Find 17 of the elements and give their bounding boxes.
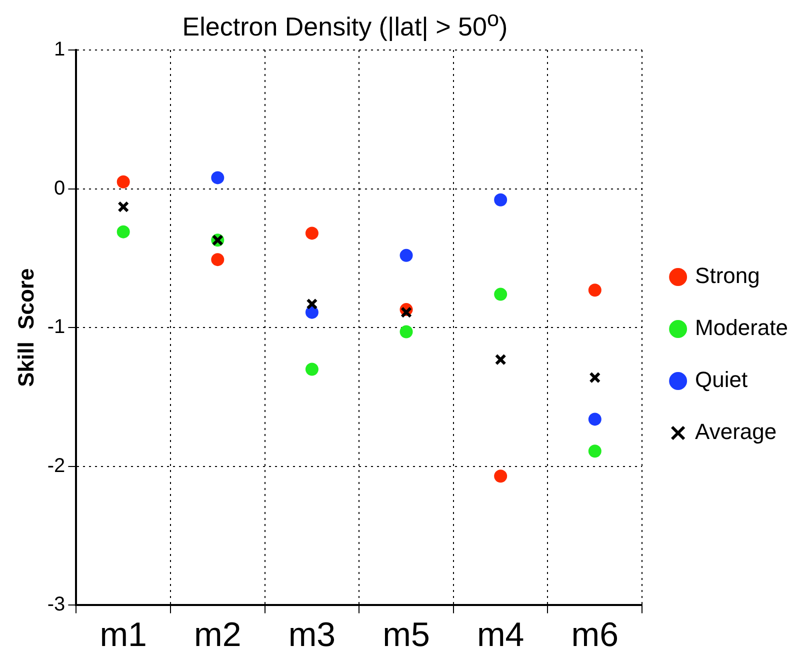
x-tick-label: m5: [382, 616, 430, 654]
x-tick-label: m2: [194, 616, 242, 654]
y-tick-label: -1: [47, 316, 66, 338]
chart-title: Electron Density (|lat| > 50$^{o}$): [182, 6, 508, 42]
legend-label: Quiet: [695, 367, 748, 392]
legend-label: Moderate: [695, 315, 788, 340]
x-tick-label: m3: [288, 616, 336, 654]
x-tick-label: m4: [476, 616, 524, 654]
y-axis-title: Skill Score: [13, 268, 38, 387]
x-tick-label: m1: [100, 616, 147, 654]
legend-label: Average: [695, 419, 777, 444]
y-tick-label: -3: [47, 594, 66, 616]
legend-label: Strong: [695, 263, 760, 288]
y-tick-label: 0: [54, 177, 66, 200]
x-tick-label: m6: [571, 616, 619, 654]
y-tick-label: 1: [54, 38, 66, 61]
y-tick-label: -2: [47, 454, 66, 477]
